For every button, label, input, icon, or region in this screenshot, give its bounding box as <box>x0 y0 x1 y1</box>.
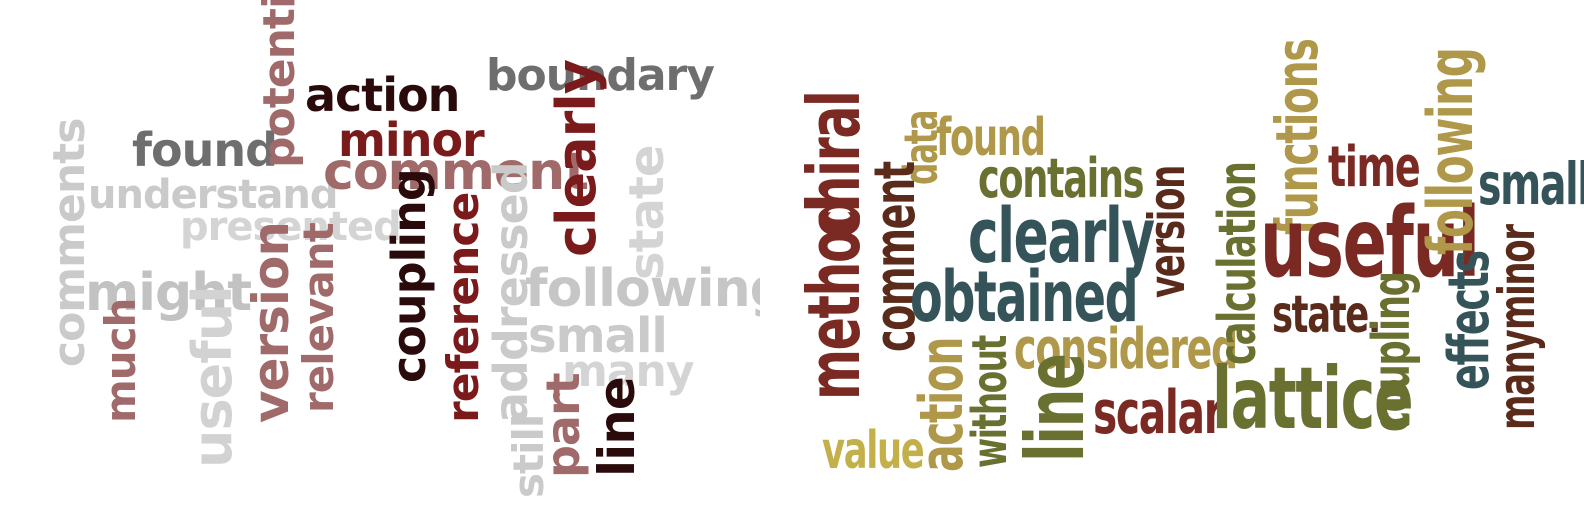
word-part: part <box>536 373 590 478</box>
word-scalar: scalar <box>1093 378 1224 448</box>
word-presented: presented <box>180 204 402 250</box>
word-understand: understand <box>88 172 338 218</box>
word-lattice: lattice <box>1212 349 1414 449</box>
word-minor: minor <box>1488 225 1546 330</box>
word-line: line <box>1009 354 1102 462</box>
word-calculation: calculation <box>1208 162 1268 365</box>
word-cloud-right: method chiral data comment found contain… <box>760 0 1584 505</box>
word-version: version <box>242 221 300 423</box>
word-cloud-left: comments understand presented might much… <box>0 0 760 505</box>
word-potential: potential <box>254 0 305 168</box>
word-relevant: relevant <box>294 223 343 413</box>
word-time: time <box>1328 135 1421 200</box>
word-comments: comments <box>44 118 95 367</box>
word-state: state. <box>1272 285 1381 345</box>
word-considered: considered <box>1014 317 1238 382</box>
word-comment: comment <box>323 142 589 202</box>
word-action: action <box>305 68 460 122</box>
word-small: small <box>528 308 668 364</box>
word-value: value <box>822 421 925 481</box>
word-clearly: clearly <box>968 191 1155 280</box>
word-following: following <box>525 259 760 319</box>
word-chiral: chiral <box>792 91 876 239</box>
word-clearly: clearly <box>545 60 608 257</box>
word-obtained: obtained <box>910 256 1139 338</box>
word-many: many <box>562 346 695 397</box>
word-contains: contains <box>978 147 1145 210</box>
word-much: much <box>96 298 145 423</box>
word-found: found <box>132 123 278 177</box>
word-reference: reference <box>438 192 489 423</box>
word-many: many <box>1488 330 1546 430</box>
word-boundary: boundary <box>486 50 715 101</box>
word-line: line <box>588 377 646 477</box>
word-coupling: coupling <box>382 169 436 383</box>
word-following: following <box>1414 48 1487 255</box>
word-useful: useful <box>1260 187 1480 299</box>
word-minor: minor <box>338 113 485 167</box>
word-might: might <box>85 263 252 323</box>
word-version: version <box>1138 166 1196 298</box>
word-found: found <box>936 108 1046 168</box>
word-useful: useful <box>181 286 244 468</box>
word-small: small <box>1478 150 1584 218</box>
